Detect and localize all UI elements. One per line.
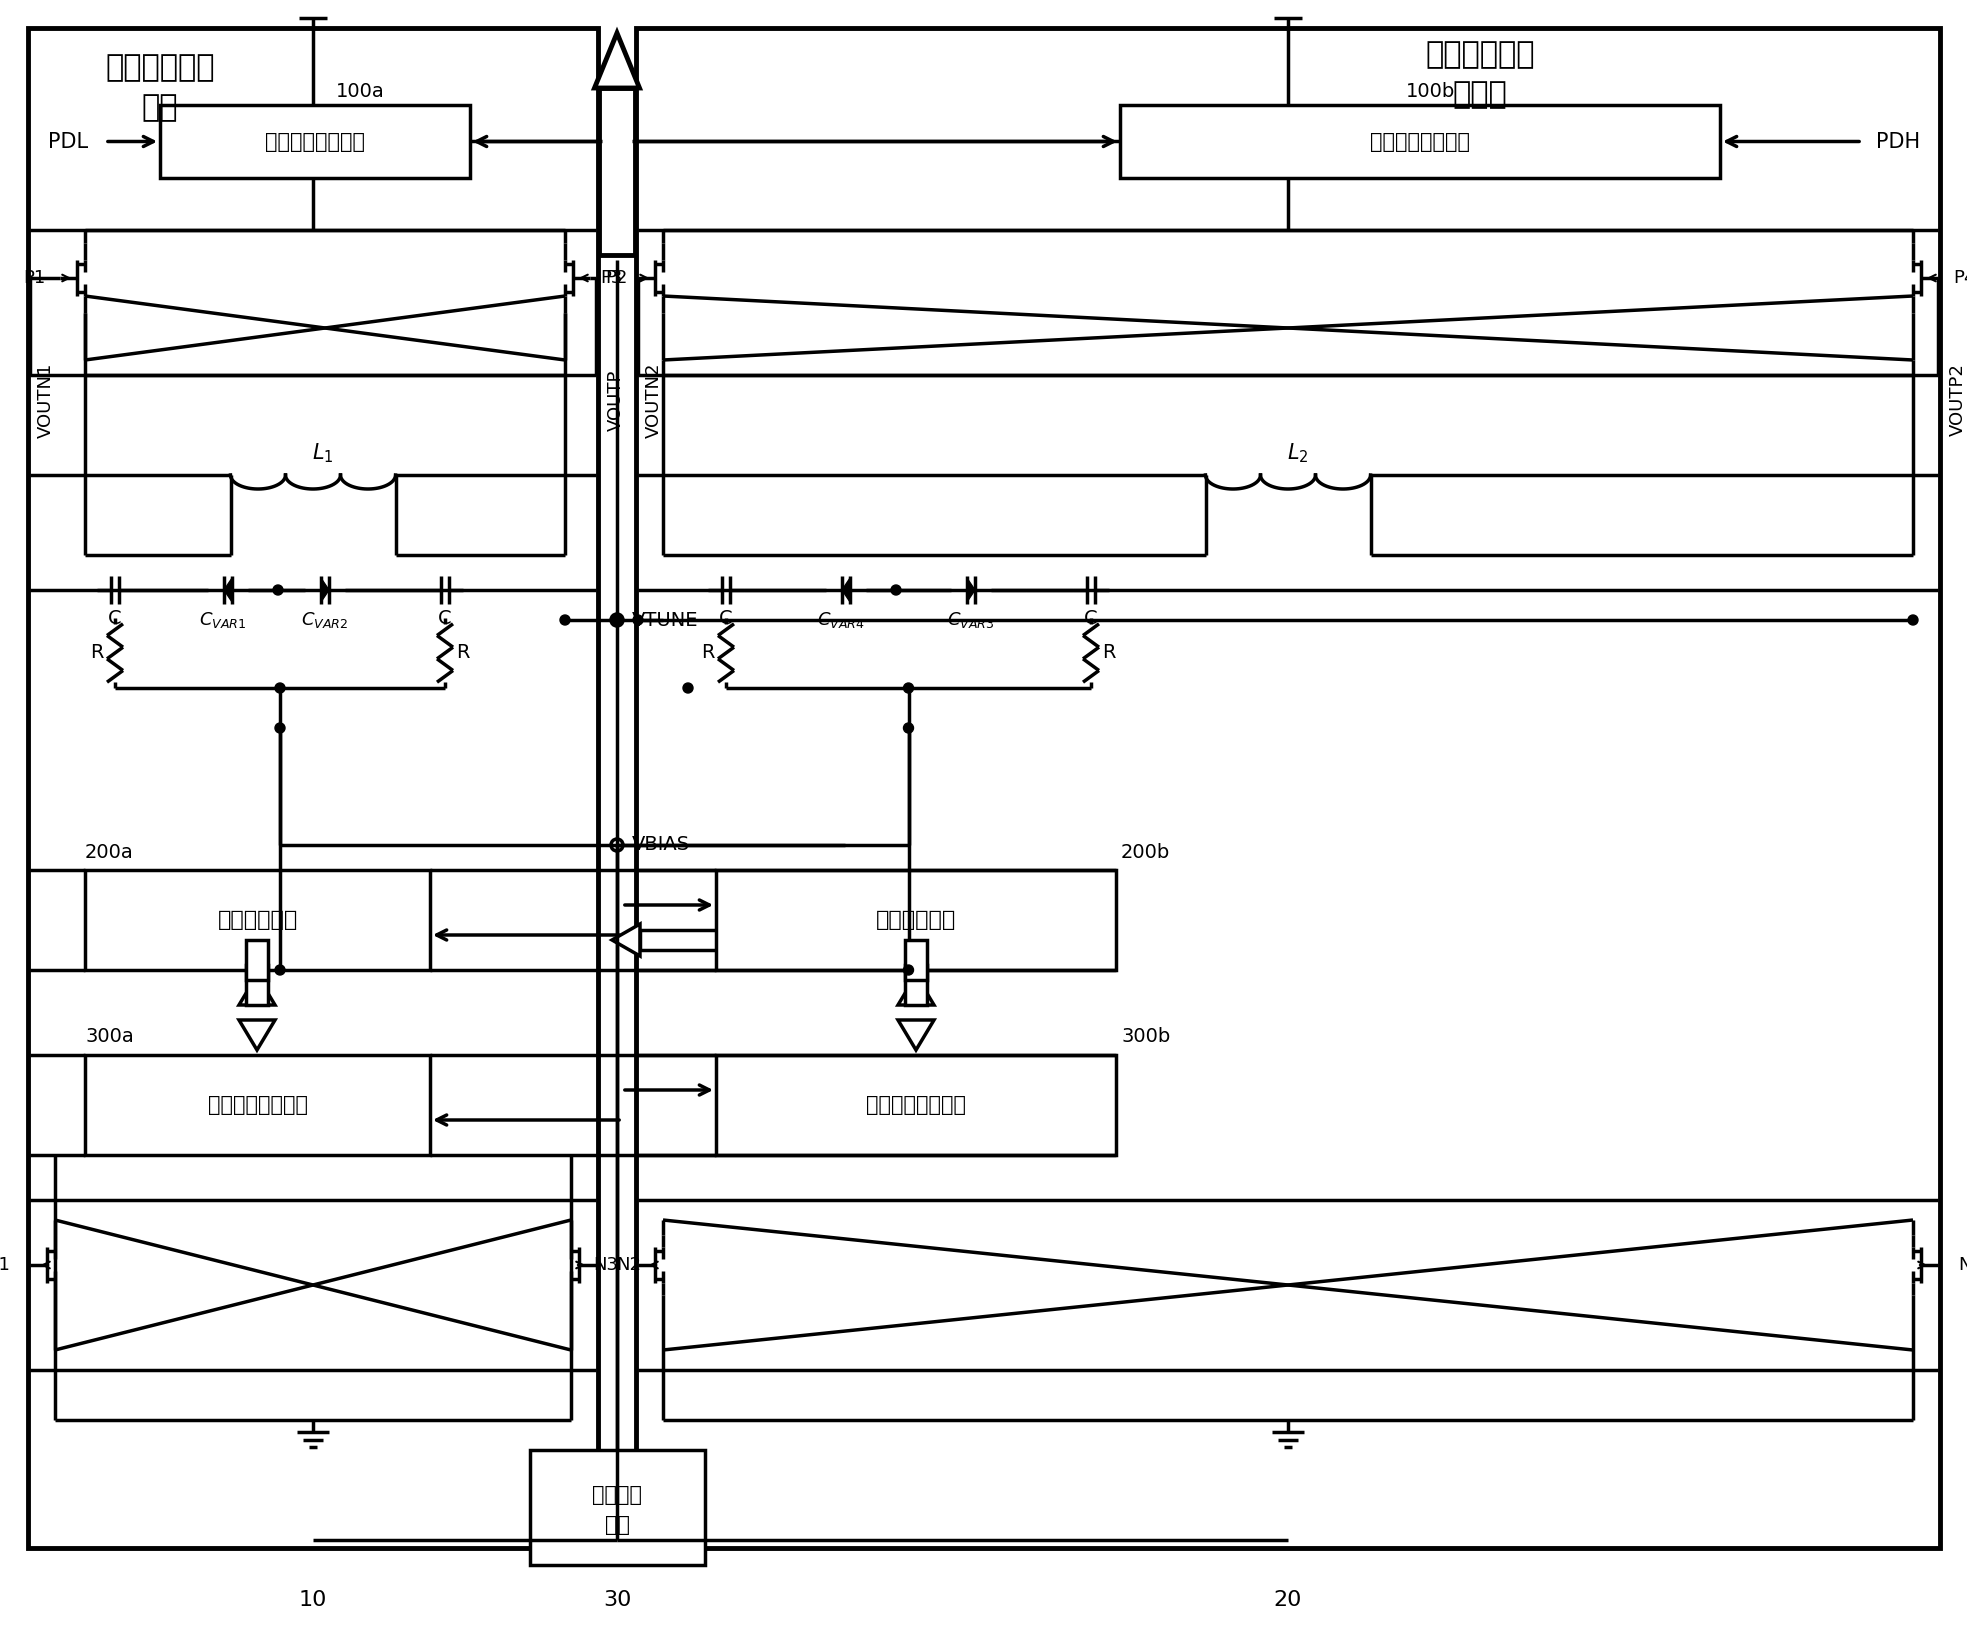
Text: $C_{VAR1}$: $C_{VAR1}$ bbox=[199, 610, 246, 630]
Text: R: R bbox=[90, 643, 104, 663]
Polygon shape bbox=[321, 579, 328, 602]
Circle shape bbox=[903, 682, 913, 694]
Text: 荡器: 荡器 bbox=[142, 94, 179, 123]
Text: N1: N1 bbox=[0, 1256, 10, 1274]
Text: VBIAS: VBIAS bbox=[631, 835, 690, 855]
Polygon shape bbox=[240, 1019, 275, 1051]
Polygon shape bbox=[899, 1019, 934, 1051]
Text: C: C bbox=[1084, 608, 1098, 628]
Text: 信号: 信号 bbox=[604, 1516, 629, 1535]
Text: P3: P3 bbox=[600, 270, 624, 288]
Circle shape bbox=[275, 682, 285, 694]
Text: 开关尾电流源阵列: 开关尾电流源阵列 bbox=[266, 132, 366, 151]
Polygon shape bbox=[240, 975, 275, 1004]
Text: R: R bbox=[1102, 643, 1115, 663]
Circle shape bbox=[903, 965, 913, 975]
Circle shape bbox=[903, 723, 913, 733]
Text: R: R bbox=[702, 643, 714, 663]
Bar bbox=[85, 870, 431, 970]
Text: $C_{VAR3}$: $C_{VAR3}$ bbox=[948, 610, 995, 630]
Circle shape bbox=[275, 965, 285, 975]
Text: P2: P2 bbox=[606, 270, 627, 288]
Text: PDL: PDL bbox=[47, 132, 89, 151]
Text: $L_2$: $L_2$ bbox=[1286, 441, 1308, 465]
Text: 30: 30 bbox=[602, 1590, 631, 1609]
Polygon shape bbox=[842, 579, 850, 602]
Text: 200a: 200a bbox=[85, 842, 134, 861]
Text: 数字控制: 数字控制 bbox=[592, 1485, 641, 1504]
Bar bbox=[716, 870, 1115, 970]
Polygon shape bbox=[594, 33, 639, 89]
Text: 100a: 100a bbox=[336, 82, 384, 102]
Text: 300b: 300b bbox=[1121, 1028, 1170, 1047]
Text: 开关电容阵列: 开关电容阵列 bbox=[218, 911, 297, 931]
Text: 100b: 100b bbox=[1404, 82, 1456, 102]
Circle shape bbox=[273, 585, 283, 595]
Bar bbox=[159, 105, 470, 178]
Bar bbox=[639, 931, 732, 950]
Text: $C_{VAR4}$: $C_{VAR4}$ bbox=[816, 610, 865, 630]
Text: 10: 10 bbox=[299, 1590, 327, 1609]
Text: 高频段压控振: 高频段压控振 bbox=[1426, 41, 1534, 69]
Text: VOUTN1: VOUTN1 bbox=[37, 362, 55, 437]
Text: C: C bbox=[108, 608, 122, 628]
Bar bbox=[905, 965, 926, 1004]
Text: N4: N4 bbox=[1957, 1256, 1967, 1274]
Text: 开关可变电容阵列: 开关可变电容阵列 bbox=[207, 1095, 307, 1115]
Polygon shape bbox=[612, 924, 639, 957]
Text: 300a: 300a bbox=[85, 1028, 134, 1047]
Bar bbox=[85, 1055, 431, 1156]
Bar bbox=[246, 940, 268, 980]
Bar bbox=[635, 28, 1939, 1549]
Polygon shape bbox=[899, 975, 934, 1004]
Text: 开关电容阵列: 开关电容阵列 bbox=[875, 911, 956, 931]
Bar bbox=[529, 1450, 704, 1565]
Text: N2: N2 bbox=[616, 1256, 641, 1274]
Text: VOUTP2: VOUTP2 bbox=[1949, 363, 1967, 436]
Bar bbox=[1119, 105, 1719, 178]
Bar bbox=[28, 28, 598, 1549]
Circle shape bbox=[275, 723, 285, 733]
Circle shape bbox=[1908, 615, 1918, 625]
Text: 振荡器: 振荡器 bbox=[1452, 81, 1507, 110]
Bar bbox=[716, 1055, 1115, 1156]
Text: $L_1$: $L_1$ bbox=[313, 441, 334, 465]
Text: 200b: 200b bbox=[1121, 842, 1170, 861]
Text: VOUTN2: VOUTN2 bbox=[645, 362, 663, 437]
Text: P4: P4 bbox=[1953, 270, 1967, 288]
Text: PDH: PDH bbox=[1877, 132, 1920, 151]
Text: VTUNE: VTUNE bbox=[631, 610, 698, 630]
Circle shape bbox=[561, 615, 570, 625]
Circle shape bbox=[633, 615, 643, 625]
Text: C: C bbox=[439, 608, 452, 628]
Circle shape bbox=[612, 615, 622, 625]
Bar bbox=[600, 89, 635, 255]
Text: C: C bbox=[720, 608, 734, 628]
Bar bbox=[246, 965, 268, 1004]
Text: 开关尾电流源阵列: 开关尾电流源阵列 bbox=[1369, 132, 1469, 151]
Text: VOUTP: VOUTP bbox=[608, 370, 626, 431]
Bar bbox=[905, 940, 926, 980]
Circle shape bbox=[891, 585, 901, 595]
Text: R: R bbox=[456, 643, 470, 663]
Circle shape bbox=[683, 682, 692, 694]
Text: 开关可变电容阵列: 开关可变电容阵列 bbox=[865, 1095, 966, 1115]
Text: $C_{VAR2}$: $C_{VAR2}$ bbox=[301, 610, 348, 630]
Text: N3: N3 bbox=[592, 1256, 618, 1274]
Text: 低频段压控振: 低频段压控振 bbox=[106, 54, 214, 82]
Polygon shape bbox=[968, 579, 976, 602]
Polygon shape bbox=[224, 579, 232, 602]
Text: 20: 20 bbox=[1275, 1590, 1302, 1609]
Text: P1: P1 bbox=[24, 270, 45, 288]
